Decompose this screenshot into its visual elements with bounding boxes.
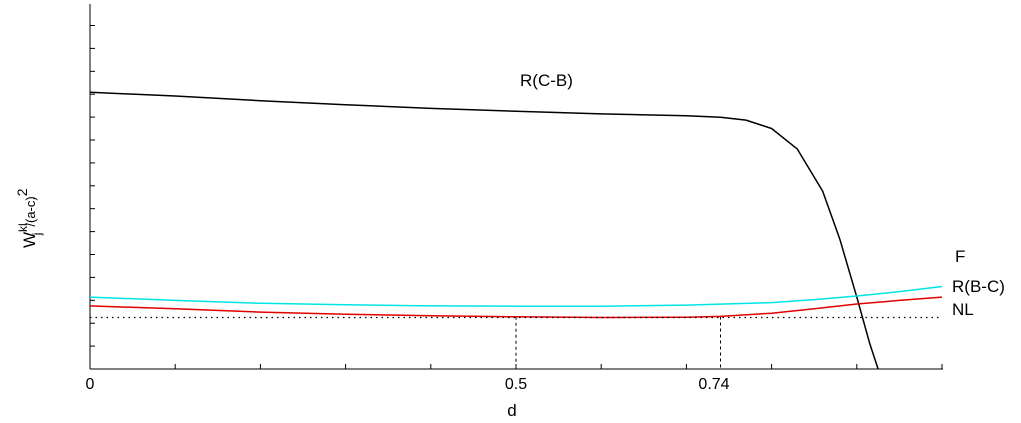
y-label-sub-j: j [30,233,44,237]
series-line-r-c-b- [89,91,879,370]
y-axis-label: Wklj /(a-c)2. [14,188,44,248]
series-line-r-b-c- [89,296,943,319]
y-ticks [90,25,95,370]
x-tick-labels: 0 0.5 0.74 [86,376,730,393]
x-tick-label-0-74: 0.74 [698,376,729,393]
y-label-rest: /(a-c) [23,196,38,226]
annotation-nl: NL [952,300,974,319]
reference-lines [515,316,721,369]
series-line-f [89,285,943,307]
y-label-sup-2: 2 [14,188,30,196]
series-group [89,91,943,370]
x-tick-label-0: 0 [86,376,95,393]
svg-text:Wklj/(a-c)2.: Wklj /(a-c)2. [14,188,44,248]
x-axis-label: d [507,401,516,420]
annotations: R(C-B) F R(B-C) NL [520,71,1005,319]
annotation-r-c-b: R(C-B) [520,71,573,90]
y-label-sup-kl: kl [16,223,30,232]
y-label-base: W [20,232,39,248]
annotation-f: F [955,247,965,266]
x-tick-label-0-5: 0.5 [505,376,527,393]
x-ticks [89,364,943,369]
annotation-r-b-c: R(B-C) [952,277,1005,296]
y-label-tail: . [22,197,38,201]
axes [89,4,943,370]
